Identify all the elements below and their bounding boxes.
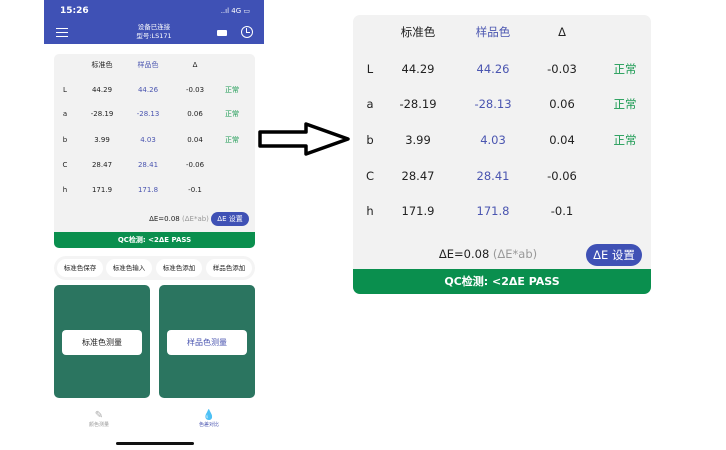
row-a-delta: 0.06 <box>549 97 575 111</box>
row-b-status: 正常 <box>225 136 239 144</box>
row-a-label: a <box>366 97 374 111</box>
tab-color-compare[interactable]: 💧 色差对比 <box>154 410 264 428</box>
row-C-standard: 28.47 <box>401 169 435 183</box>
row-L-status: 正常 <box>225 86 239 94</box>
row-h-delta: -0.1 <box>188 186 202 194</box>
connection-status: 设备已连接 <box>137 23 171 31</box>
status-time: 15:26 <box>60 6 89 16</box>
row-L-sample: 44.26 <box>476 62 510 76</box>
row-h-sample: 171.8 <box>476 204 510 218</box>
sample-measure-panel: 样品色测量 <box>159 285 255 398</box>
row-C-sample: 28.41 <box>476 169 510 183</box>
connection-title: 设备已连接 型号:LS171 <box>44 23 264 41</box>
row-b-sample: 4.03 <box>140 136 156 144</box>
delta-e-unit: (ΔE*ab) <box>492 247 538 261</box>
row-a-delta: 0.06 <box>187 110 203 118</box>
row-h-label: h <box>62 186 68 194</box>
tab-color-measure[interactable]: ✎ 颜色测量 <box>44 410 154 428</box>
row-b-status: 正常 <box>613 133 637 147</box>
row-a-label: a <box>62 110 68 118</box>
status-icons: ..ıl 4G ▭ <box>220 7 250 15</box>
row-a-sample: -28.13 <box>474 97 512 111</box>
row-L-sample: 44.26 <box>137 86 159 94</box>
row-a-standard: -28.19 <box>90 110 114 118</box>
row-h-sample: 171.8 <box>137 186 159 194</box>
row-a-status: 正常 <box>225 110 239 118</box>
row-a-status: 正常 <box>613 97 637 111</box>
delta-e-settings-button[interactable]: ΔE 设置 <box>586 244 642 266</box>
row-C-label: C <box>365 169 375 183</box>
column-header: Δ <box>192 61 198 69</box>
add-standard-button[interactable]: 标准色添加 <box>156 259 202 277</box>
row-b-delta: 0.04 <box>549 133 575 147</box>
row-C-label: C <box>62 161 68 169</box>
app-header: 15:26 ..ıl 4G ▭ 设备已连接 型号:LS171 <box>44 0 264 44</box>
arrow-right-icon <box>258 122 350 156</box>
delta-e-value: ΔE=0.08 (ΔE*ab) <box>439 247 537 261</box>
column-header: Δ <box>558 25 566 39</box>
column-header: 标准色 <box>400 25 436 39</box>
delta-e-text: ΔE=0.08 <box>438 247 490 261</box>
sample-measure-button[interactable]: 样品色测量 <box>167 330 247 355</box>
standard-measure-button[interactable]: 标准色测量 <box>62 330 142 355</box>
row-b-standard: 3.99 <box>405 133 431 147</box>
row-L-status: 正常 <box>613 62 637 76</box>
row-C-delta: -0.06 <box>547 169 577 183</box>
row-b-label: b <box>62 136 68 144</box>
phone-screen: 15:26 ..ıl 4G ▭ 设备已连接 型号:LS171 标准色 样品色 Δ L 4… <box>44 0 264 450</box>
row-a-sample: -28.13 <box>136 110 160 118</box>
eyedropper-icon: ✎ <box>94 410 104 421</box>
color-difference-card: 标准色 样品色 Δ L 44.29 44.26 -0.03 正常 a -28.19 -28.13 0.… <box>54 54 255 248</box>
input-standard-button[interactable]: 标准色输入 <box>106 259 152 277</box>
tab-label: 颜色测量 <box>88 422 109 428</box>
row-L-delta: -0.03 <box>547 62 577 76</box>
home-indicator <box>116 442 194 445</box>
row-L-delta: -0.03 <box>185 86 205 94</box>
column-header: 样品色 <box>137 61 159 69</box>
row-L-label: L <box>366 62 374 76</box>
row-C-sample: 28.41 <box>137 161 159 169</box>
qc-result-bar: QC检测: <2ΔE PASS <box>353 269 651 294</box>
menu-icon[interactable] <box>56 28 68 37</box>
row-h-delta: -0.1 <box>550 204 574 218</box>
row-C-delta: -0.06 <box>185 161 205 169</box>
row-b-label: b <box>366 133 374 147</box>
row-b-sample: 4.03 <box>480 133 506 147</box>
battery-icon <box>217 30 227 36</box>
delta-e-value: ΔE=0.08 (ΔE*ab) <box>149 215 209 223</box>
action-bar: 标准色保存 标准色输入 标准色添加 样品色添加 <box>54 256 255 280</box>
row-L-standard: 44.29 <box>91 86 113 94</box>
column-header: 标准色 <box>91 61 113 69</box>
qc-result-bar: QC检测: <2ΔE PASS <box>54 232 255 248</box>
row-L-label: L <box>63 86 67 94</box>
zoomed-color-difference-card: 标准色 样品色 Δ L 44.29 44.26 -0.03 正常 a -28.19 -28.13 0.… <box>353 15 651 294</box>
delta-e-settings-button[interactable]: ΔE 设置 <box>211 212 249 226</box>
save-standard-button[interactable]: 标准色保存 <box>57 259 103 277</box>
history-clock-icon[interactable] <box>241 26 253 38</box>
column-header: 样品色 <box>475 25 511 39</box>
water-drop-icon: 💧 <box>202 410 216 421</box>
standard-measure-panel: 标准色测量 <box>54 285 150 398</box>
row-h-standard: 171.9 <box>401 204 435 218</box>
row-b-standard: 3.99 <box>94 136 110 144</box>
row-h-standard: 171.9 <box>91 186 113 194</box>
add-sample-button[interactable]: 样品色添加 <box>206 259 252 277</box>
tab-label: 色差对比 <box>198 422 219 428</box>
row-a-standard: -28.19 <box>399 97 437 111</box>
delta-e-text: ΔE=0.08 <box>149 215 180 223</box>
row-C-standard: 28.47 <box>91 161 113 169</box>
row-h-label: h <box>366 204 374 218</box>
row-b-delta: 0.04 <box>187 136 203 144</box>
device-model: 型号:LS171 <box>136 32 172 40</box>
row-L-standard: 44.29 <box>401 62 435 76</box>
delta-e-unit: (ΔE*ab) <box>182 215 209 223</box>
